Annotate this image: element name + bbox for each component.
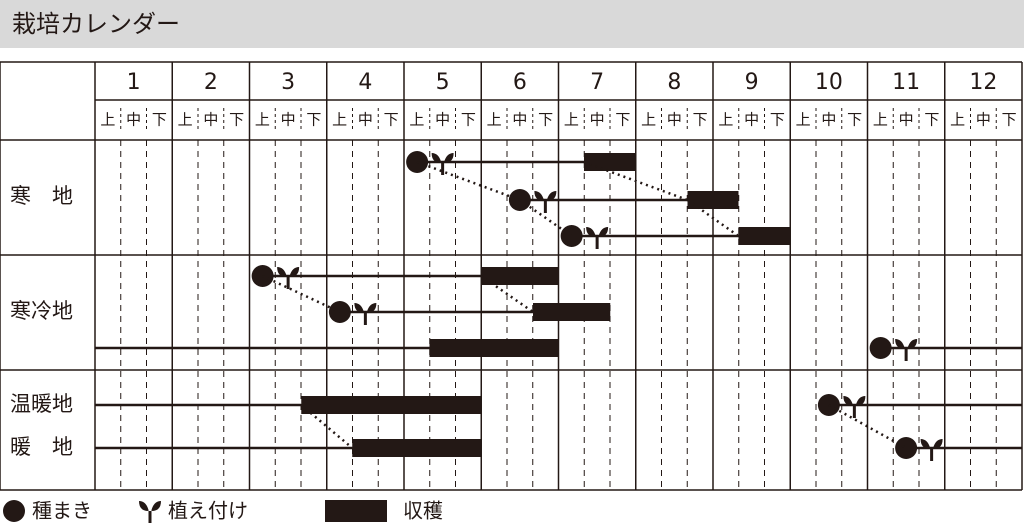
title-bar (0, 0, 1024, 48)
harvest-bar (687, 191, 739, 209)
third-label: 下 (384, 111, 399, 129)
title: 栽培カレンダー (12, 10, 180, 38)
third-label: 下 (924, 111, 939, 129)
third-label: 中 (358, 111, 373, 129)
plant-mark (920, 439, 943, 461)
month-label: 1 (127, 70, 141, 95)
third-label: 中 (667, 111, 682, 129)
plant-mark (843, 396, 866, 418)
plant-mark (277, 267, 300, 289)
third-label: 中 (126, 111, 141, 129)
third-label: 下 (615, 111, 630, 129)
third-label: 上 (641, 111, 656, 129)
harvest-bar (352, 439, 482, 457)
region-label: 寒冷地 (10, 299, 73, 323)
harvest-link (480, 274, 534, 314)
month-label: 7 (590, 70, 604, 95)
month-label: 4 (358, 70, 372, 95)
third-label: 上 (409, 111, 424, 129)
harvest-link (300, 404, 354, 449)
legend-sow: 種まき (32, 499, 92, 523)
third-label: 上 (178, 111, 193, 129)
month-label: 12 (969, 70, 997, 95)
harvest-bar (301, 396, 482, 414)
third-label: 下 (538, 111, 553, 129)
third-label: 下 (306, 111, 321, 129)
third-label: 下 (152, 111, 167, 129)
region-label: 温暖地 (10, 392, 73, 416)
legend-plant: 植え付け (168, 499, 248, 523)
third-label: 中 (203, 111, 218, 129)
third-label: 中 (976, 111, 991, 129)
third-label: 上 (718, 111, 733, 129)
plant-mark (431, 153, 454, 175)
harvest-link (686, 198, 740, 238)
third-label: 中 (590, 111, 605, 129)
third-label: 下 (229, 111, 244, 129)
third-label: 上 (255, 111, 270, 129)
third-label: 下 (1002, 111, 1017, 129)
third-label: 上 (564, 111, 579, 129)
harvest-link (583, 160, 688, 202)
legend-harvest: 収穫 (403, 499, 443, 523)
sow-mark (560, 225, 583, 247)
region-label: 暖 地 (10, 435, 73, 459)
month-label: 9 (745, 70, 759, 95)
month-label: 6 (513, 70, 527, 95)
legend-plant-icon (139, 501, 161, 523)
month-label: 3 (281, 70, 295, 95)
month-label: 11 (892, 70, 920, 95)
third-label: 上 (100, 111, 115, 129)
third-label: 上 (950, 111, 965, 129)
region-label: 寒 地 (10, 184, 73, 208)
third-label: 上 (873, 111, 888, 129)
sow-mark (869, 337, 892, 359)
month-label: 5 (436, 70, 450, 95)
third-label: 中 (512, 111, 527, 129)
sow-link (262, 274, 341, 314)
harvest-bar (583, 153, 636, 171)
third-label: 下 (770, 111, 785, 129)
harvest-bar (738, 227, 791, 245)
third-label: 中 (435, 111, 450, 129)
third-label: 上 (332, 111, 347, 129)
month-label: 8 (667, 70, 681, 95)
month-label: 2 (204, 70, 218, 95)
legend-sow-icon (3, 500, 25, 522)
third-label: 下 (847, 111, 862, 129)
harvest-bar (481, 267, 559, 285)
sow-link (416, 160, 521, 202)
harvest-bar (533, 303, 611, 321)
plant-mark (354, 303, 377, 325)
plant-mark (586, 227, 609, 249)
plant-mark (534, 191, 557, 213)
sow-link (828, 403, 907, 450)
third-label: 下 (693, 111, 708, 129)
third-label: 中 (899, 111, 914, 129)
third-label: 中 (744, 111, 759, 129)
plant-mark (895, 339, 918, 361)
third-label: 中 (821, 111, 836, 129)
harvest-bar (429, 339, 559, 357)
sow-mark (895, 437, 918, 459)
sow-link (519, 198, 573, 238)
legend-harvest-icon (325, 500, 387, 522)
month-label: 10 (815, 70, 843, 95)
third-label: 下 (461, 111, 476, 129)
third-label: 上 (487, 111, 502, 129)
third-label: 上 (796, 111, 811, 129)
third-label: 中 (281, 111, 296, 129)
